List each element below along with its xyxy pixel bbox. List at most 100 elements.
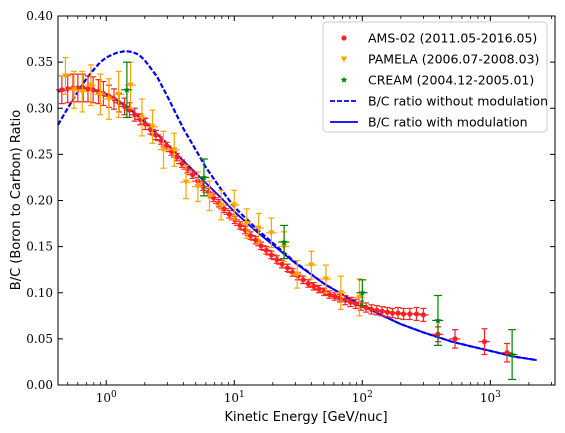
point-marker [217, 202, 225, 209]
data-point [265, 217, 277, 249]
point-marker [206, 193, 213, 200]
series-pamela-2006-07-2008-03 [59, 56, 365, 317]
point-marker [160, 147, 167, 153]
point-marker [305, 280, 311, 287]
point-marker [79, 89, 86, 95]
point-marker [274, 256, 280, 263]
data-point [417, 307, 429, 322]
point-marker [132, 112, 138, 118]
data-point [478, 328, 490, 356]
y-tick-label: 0.35 [26, 55, 53, 69]
data-point [186, 170, 198, 179]
data-point [307, 282, 319, 291]
data-point [228, 189, 240, 221]
y-tick-label: 0.30 [26, 101, 53, 115]
data-point [149, 129, 162, 141]
point-marker [70, 87, 78, 93]
point-marker [231, 202, 238, 209]
point-marker [62, 73, 69, 80]
point-marker [153, 132, 159, 138]
point-marker [293, 271, 301, 278]
legend-label: CREAM (2004.12-2005.01) [368, 73, 534, 88]
point-marker [337, 290, 345, 296]
data-point [215, 189, 227, 221]
point-marker [221, 206, 227, 212]
point-marker [194, 184, 202, 190]
legend-entry-cream-2004-12-2005-01: CREAM (2004.12-2005.01) [340, 73, 534, 88]
legend-label: B/C ratio without modulation [368, 94, 548, 109]
point-marker [190, 172, 196, 178]
ticks-layer: 0.00 0.05 0.10 0.15 0.20 0.25 0.30 0.35 0.40 100 1… [26, 9, 555, 405]
x-tick-label: 100 [96, 390, 117, 405]
data-point [121, 61, 133, 119]
point-marker [59, 87, 65, 93]
point-marker [85, 86, 91, 92]
x-tick-label: 102 [352, 390, 373, 405]
data-point [59, 56, 71, 96]
point-marker [481, 339, 488, 345]
y-tick-label: 0.20 [26, 194, 53, 208]
point-marker [384, 309, 390, 315]
data-point [278, 224, 290, 260]
point-marker [308, 262, 315, 269]
point-marker [255, 225, 262, 232]
legend-marker [341, 35, 347, 41]
point-marker [311, 283, 317, 289]
point-marker [356, 294, 363, 301]
point-marker [174, 154, 180, 160]
data-point [353, 278, 365, 317]
x-tick-label: 103 [480, 390, 501, 405]
legend-marker [340, 76, 348, 83]
y-axis-label: B/C (Boron to Carbon) Ratio [9, 110, 24, 290]
point-marker [87, 82, 95, 89]
y-tick-label: 0.40 [26, 9, 53, 23]
data-point [334, 275, 347, 310]
legend-label: B/C ratio with modulation [368, 115, 528, 130]
point-marker [358, 289, 366, 296]
y-tick-label: 0.25 [26, 147, 53, 161]
data-point [281, 263, 293, 273]
data-point [432, 294, 444, 346]
legend-label: AMS-02 (2011.05-2016.05) [368, 31, 537, 46]
data-point [76, 70, 88, 113]
data-point [136, 98, 148, 137]
data-point [155, 136, 167, 145]
point-marker [121, 103, 128, 110]
point-marker [263, 247, 269, 253]
y-tick-label: 0.15 [26, 240, 53, 254]
data-point [313, 284, 325, 294]
data-point [356, 279, 368, 307]
data-point [146, 109, 158, 144]
data-point [198, 158, 210, 197]
legend: AMS-02 (2011.05-2016.05) PAMELA (2006.07-… [322, 21, 548, 133]
point-marker [508, 350, 516, 358]
point-marker [258, 243, 264, 249]
point-marker [171, 147, 178, 153]
legend-entry-ams-02-2011-05-2016-05: AMS-02 (2011.05-2016.05) [341, 31, 537, 46]
data-point [252, 212, 264, 244]
data-point [265, 250, 277, 260]
point-marker [253, 237, 259, 243]
point-marker [268, 252, 274, 258]
y-tick-label: 0.10 [26, 286, 53, 300]
point-marker [138, 114, 146, 121]
legend-label: PAMELA (2006.07-2008.03) [368, 52, 539, 67]
data-point [403, 307, 416, 321]
point-marker [149, 124, 156, 130]
x-axis-label: Kinetic Energy [GeV/nuc] [224, 410, 387, 425]
data-point [112, 70, 124, 119]
point-marker [322, 276, 330, 283]
point-marker [316, 286, 322, 292]
legend-entry-b-c-ratio-without-modulation: B/C ratio without modulation [330, 94, 548, 109]
y-tick-label: 0.00 [26, 378, 53, 392]
data-point [180, 164, 192, 200]
y-tick-label: 0.05 [26, 332, 53, 346]
point-marker [452, 336, 458, 342]
data-point [320, 264, 332, 294]
legend-entry-pamela-2006-07-2008-03: PAMELA (2006.07-2008.03) [340, 52, 539, 67]
point-marker [247, 232, 254, 239]
point-marker [395, 310, 401, 316]
legend-box [322, 21, 548, 133]
point-marker [279, 261, 285, 267]
legend-marker [340, 56, 348, 63]
